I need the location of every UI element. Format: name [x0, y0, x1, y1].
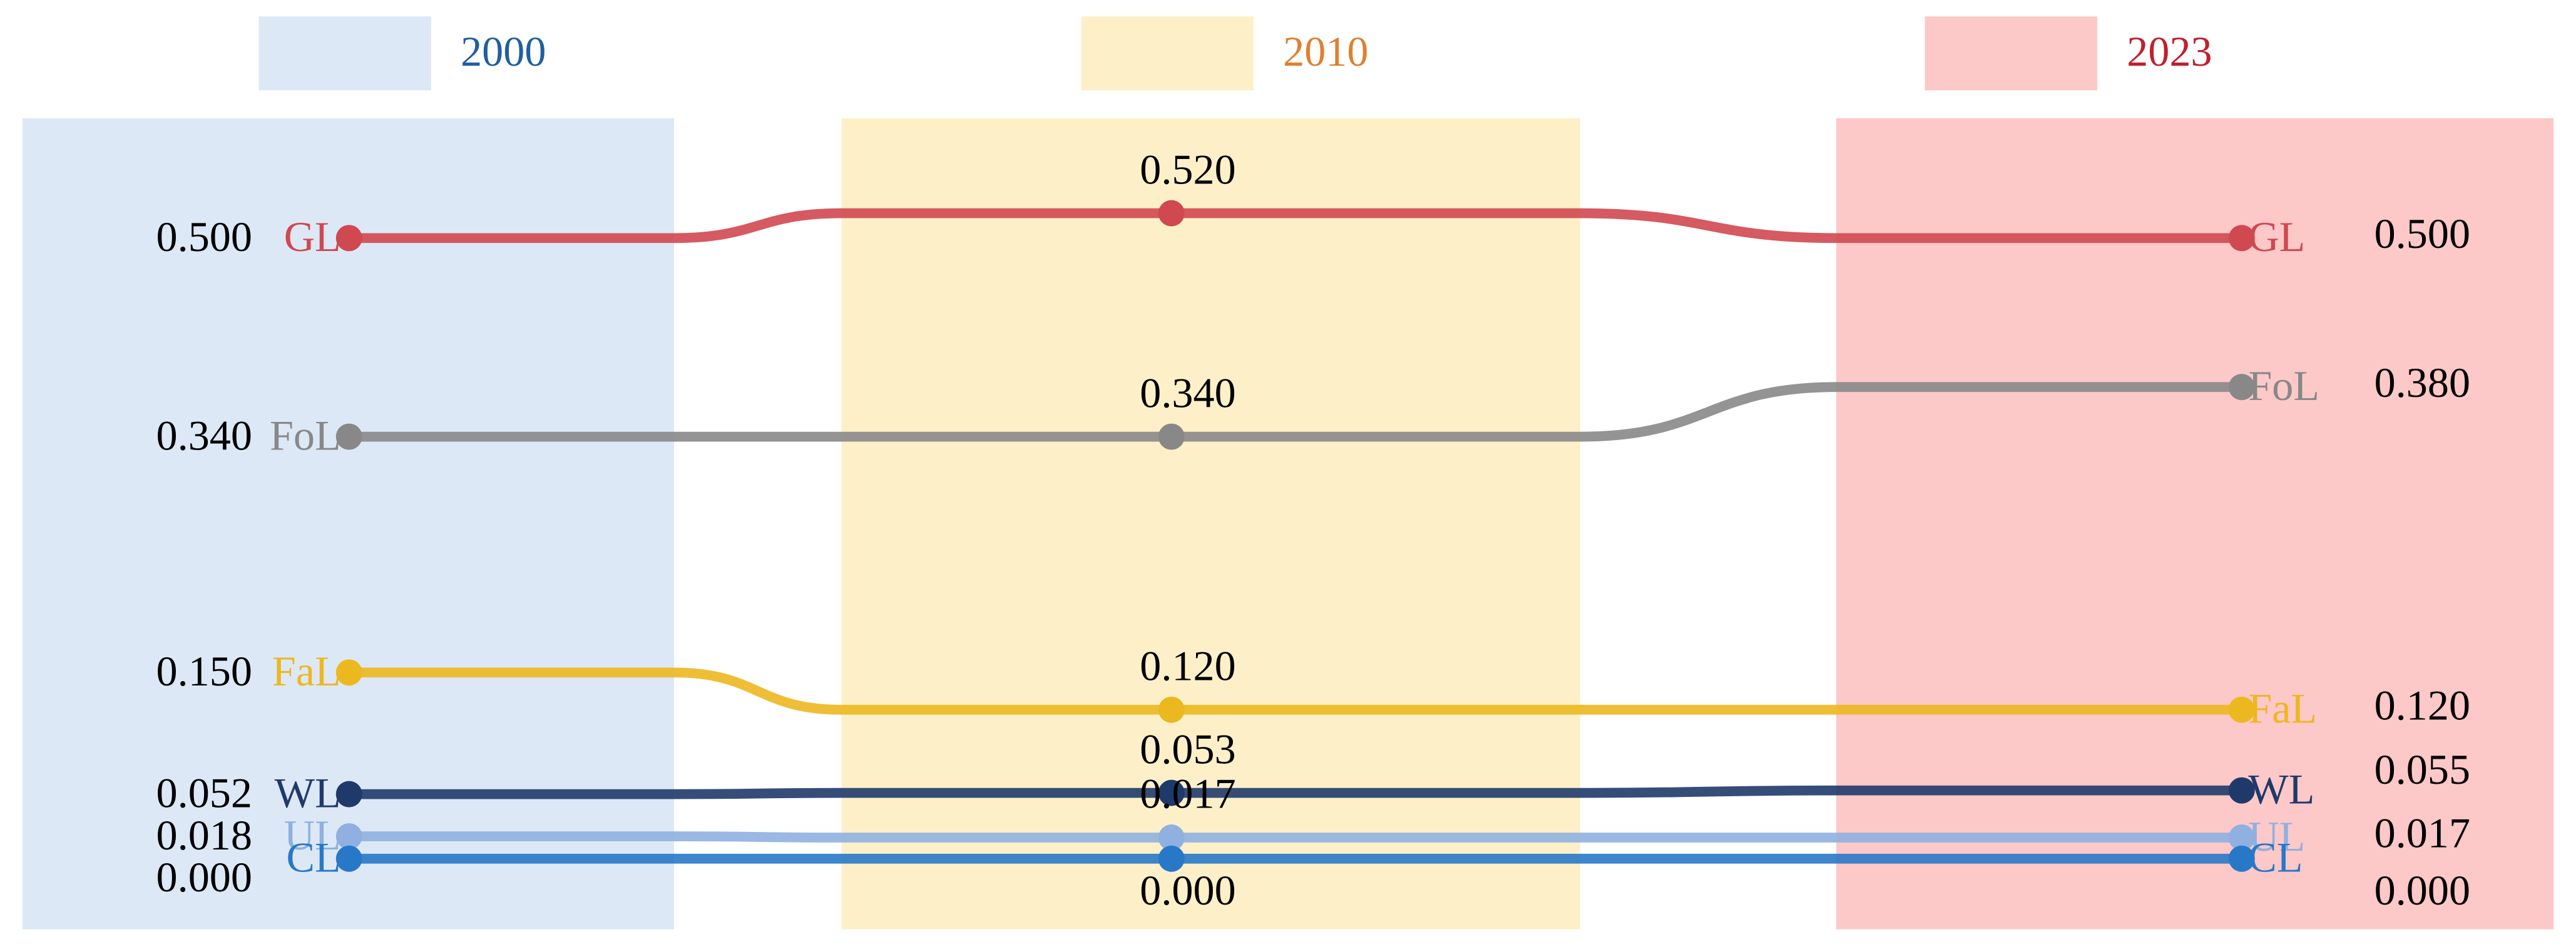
series-label: UL	[284, 811, 341, 859]
point	[1158, 824, 1185, 851]
point	[335, 781, 362, 808]
value-label: 0.053	[1140, 725, 1235, 772]
point	[335, 823, 362, 850]
value-label: 0.018	[156, 811, 252, 859]
value-label: 0.340	[156, 411, 252, 459]
series-label: CL	[286, 834, 340, 881]
value-label: 0.500	[2374, 210, 2470, 257]
series-label: FaL	[272, 647, 341, 695]
value-label: 0.000	[2374, 866, 2470, 914]
series-label: GL	[2248, 213, 2305, 260]
series-label: WL	[2248, 766, 2314, 813]
point	[1158, 200, 1185, 227]
series-label: FoL	[2248, 362, 2319, 409]
legend-label: 2023	[2127, 28, 2212, 75]
point	[2228, 824, 2255, 851]
point	[1158, 423, 1185, 450]
value-label: 0.052	[156, 769, 252, 817]
series-label: CL	[2248, 834, 2303, 881]
series-line	[349, 785, 2242, 799]
value-label: 0.120	[1140, 642, 1235, 690]
series-line	[349, 831, 2242, 843]
legend-swatch	[1081, 16, 1254, 91]
value-label: 0.150	[156, 647, 252, 695]
value-label: 0.000	[1140, 866, 1235, 914]
value-label: 0.017	[1140, 770, 1235, 818]
point	[2228, 374, 2255, 401]
point	[1158, 779, 1185, 806]
series-line	[349, 382, 2242, 442]
point	[335, 845, 362, 872]
value-label: 0.055	[2374, 746, 2470, 793]
value-label: 0.340	[1140, 369, 1235, 416]
value-label: 0.017	[2374, 809, 2470, 857]
point	[1158, 696, 1185, 723]
series-line	[349, 208, 2242, 244]
point	[2228, 225, 2255, 252]
value-label: 0.500	[156, 213, 252, 260]
legend-label: 2000	[461, 28, 546, 75]
point	[335, 225, 362, 252]
series-label: WL	[275, 769, 341, 817]
series-line	[349, 667, 2242, 715]
series-label: FoL	[270, 411, 341, 459]
value-label: 0.380	[2374, 359, 2470, 406]
series-label: FaL	[2248, 685, 2317, 732]
value-label: 0.120	[2374, 681, 2470, 729]
legend-swatch	[1924, 16, 2098, 91]
point	[2228, 777, 2255, 804]
series-label: UL	[2248, 813, 2305, 860]
point	[2228, 696, 2255, 723]
series-label: GL	[284, 213, 341, 260]
point	[335, 659, 362, 686]
legend-swatch	[258, 16, 431, 91]
value-label: 0.000	[156, 853, 252, 901]
point	[1158, 845, 1185, 872]
point	[335, 423, 362, 450]
value-label: 0.520	[1140, 145, 1235, 193]
point	[2228, 845, 2255, 872]
legend-label: 2010	[1283, 28, 1368, 75]
